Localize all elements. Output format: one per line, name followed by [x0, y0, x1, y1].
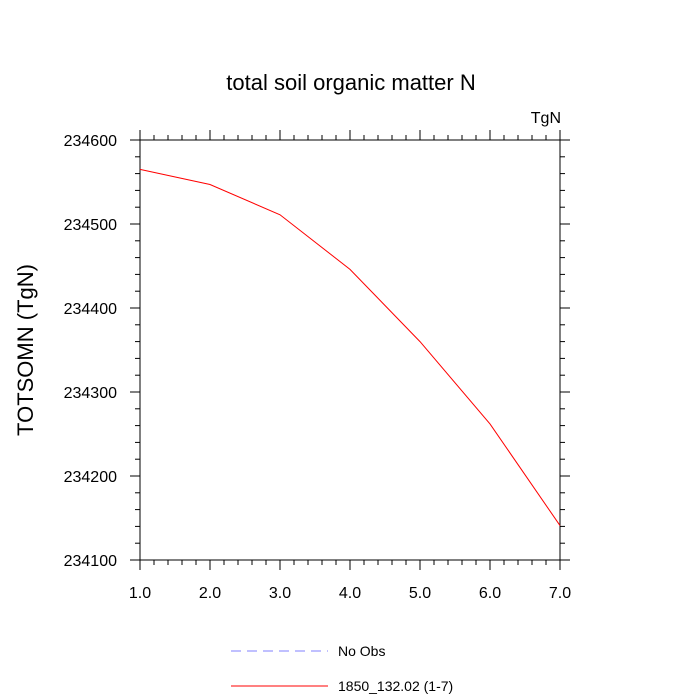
legend: No Obs 1850_132.02 (1-7) — [231, 643, 453, 694]
x-tick-label: 5.0 — [409, 585, 431, 602]
y-tick-label: 234100 — [64, 553, 117, 570]
axis-ticks — [130, 130, 570, 570]
y-axis-label: TOTSOMN (TgN) — [13, 264, 38, 436]
x-tick-label: 2.0 — [199, 585, 221, 602]
y-tick-label: 234400 — [64, 301, 117, 318]
series-layer — [139, 168, 561, 526]
chart-title: total soil organic matter N — [226, 70, 475, 95]
tick-labels: 1.0 2.0 3.0 4.0 5.0 6.0 7.0 234100 234200 234300 2… — [64, 133, 572, 602]
units-label: TgN — [531, 110, 561, 127]
y-tick-label: 234500 — [64, 217, 117, 234]
y-tick-label: 234200 — [64, 469, 117, 486]
legend-label: No Obs — [338, 643, 385, 659]
x-tick-label: 1.0 — [129, 585, 151, 602]
plot-frame — [139, 139, 561, 561]
legend-label: 1850_132.02 (1-7) — [338, 678, 453, 694]
x-tick-label: 6.0 — [479, 585, 501, 602]
x-tick-label: 4.0 — [339, 585, 361, 602]
y-tick-label: 234600 — [64, 133, 117, 150]
y-tick-label: 234300 — [64, 385, 117, 402]
series-line — [139, 168, 561, 526]
x-tick-label: 3.0 — [269, 585, 291, 602]
x-tick-label: 7.0 — [549, 585, 571, 602]
